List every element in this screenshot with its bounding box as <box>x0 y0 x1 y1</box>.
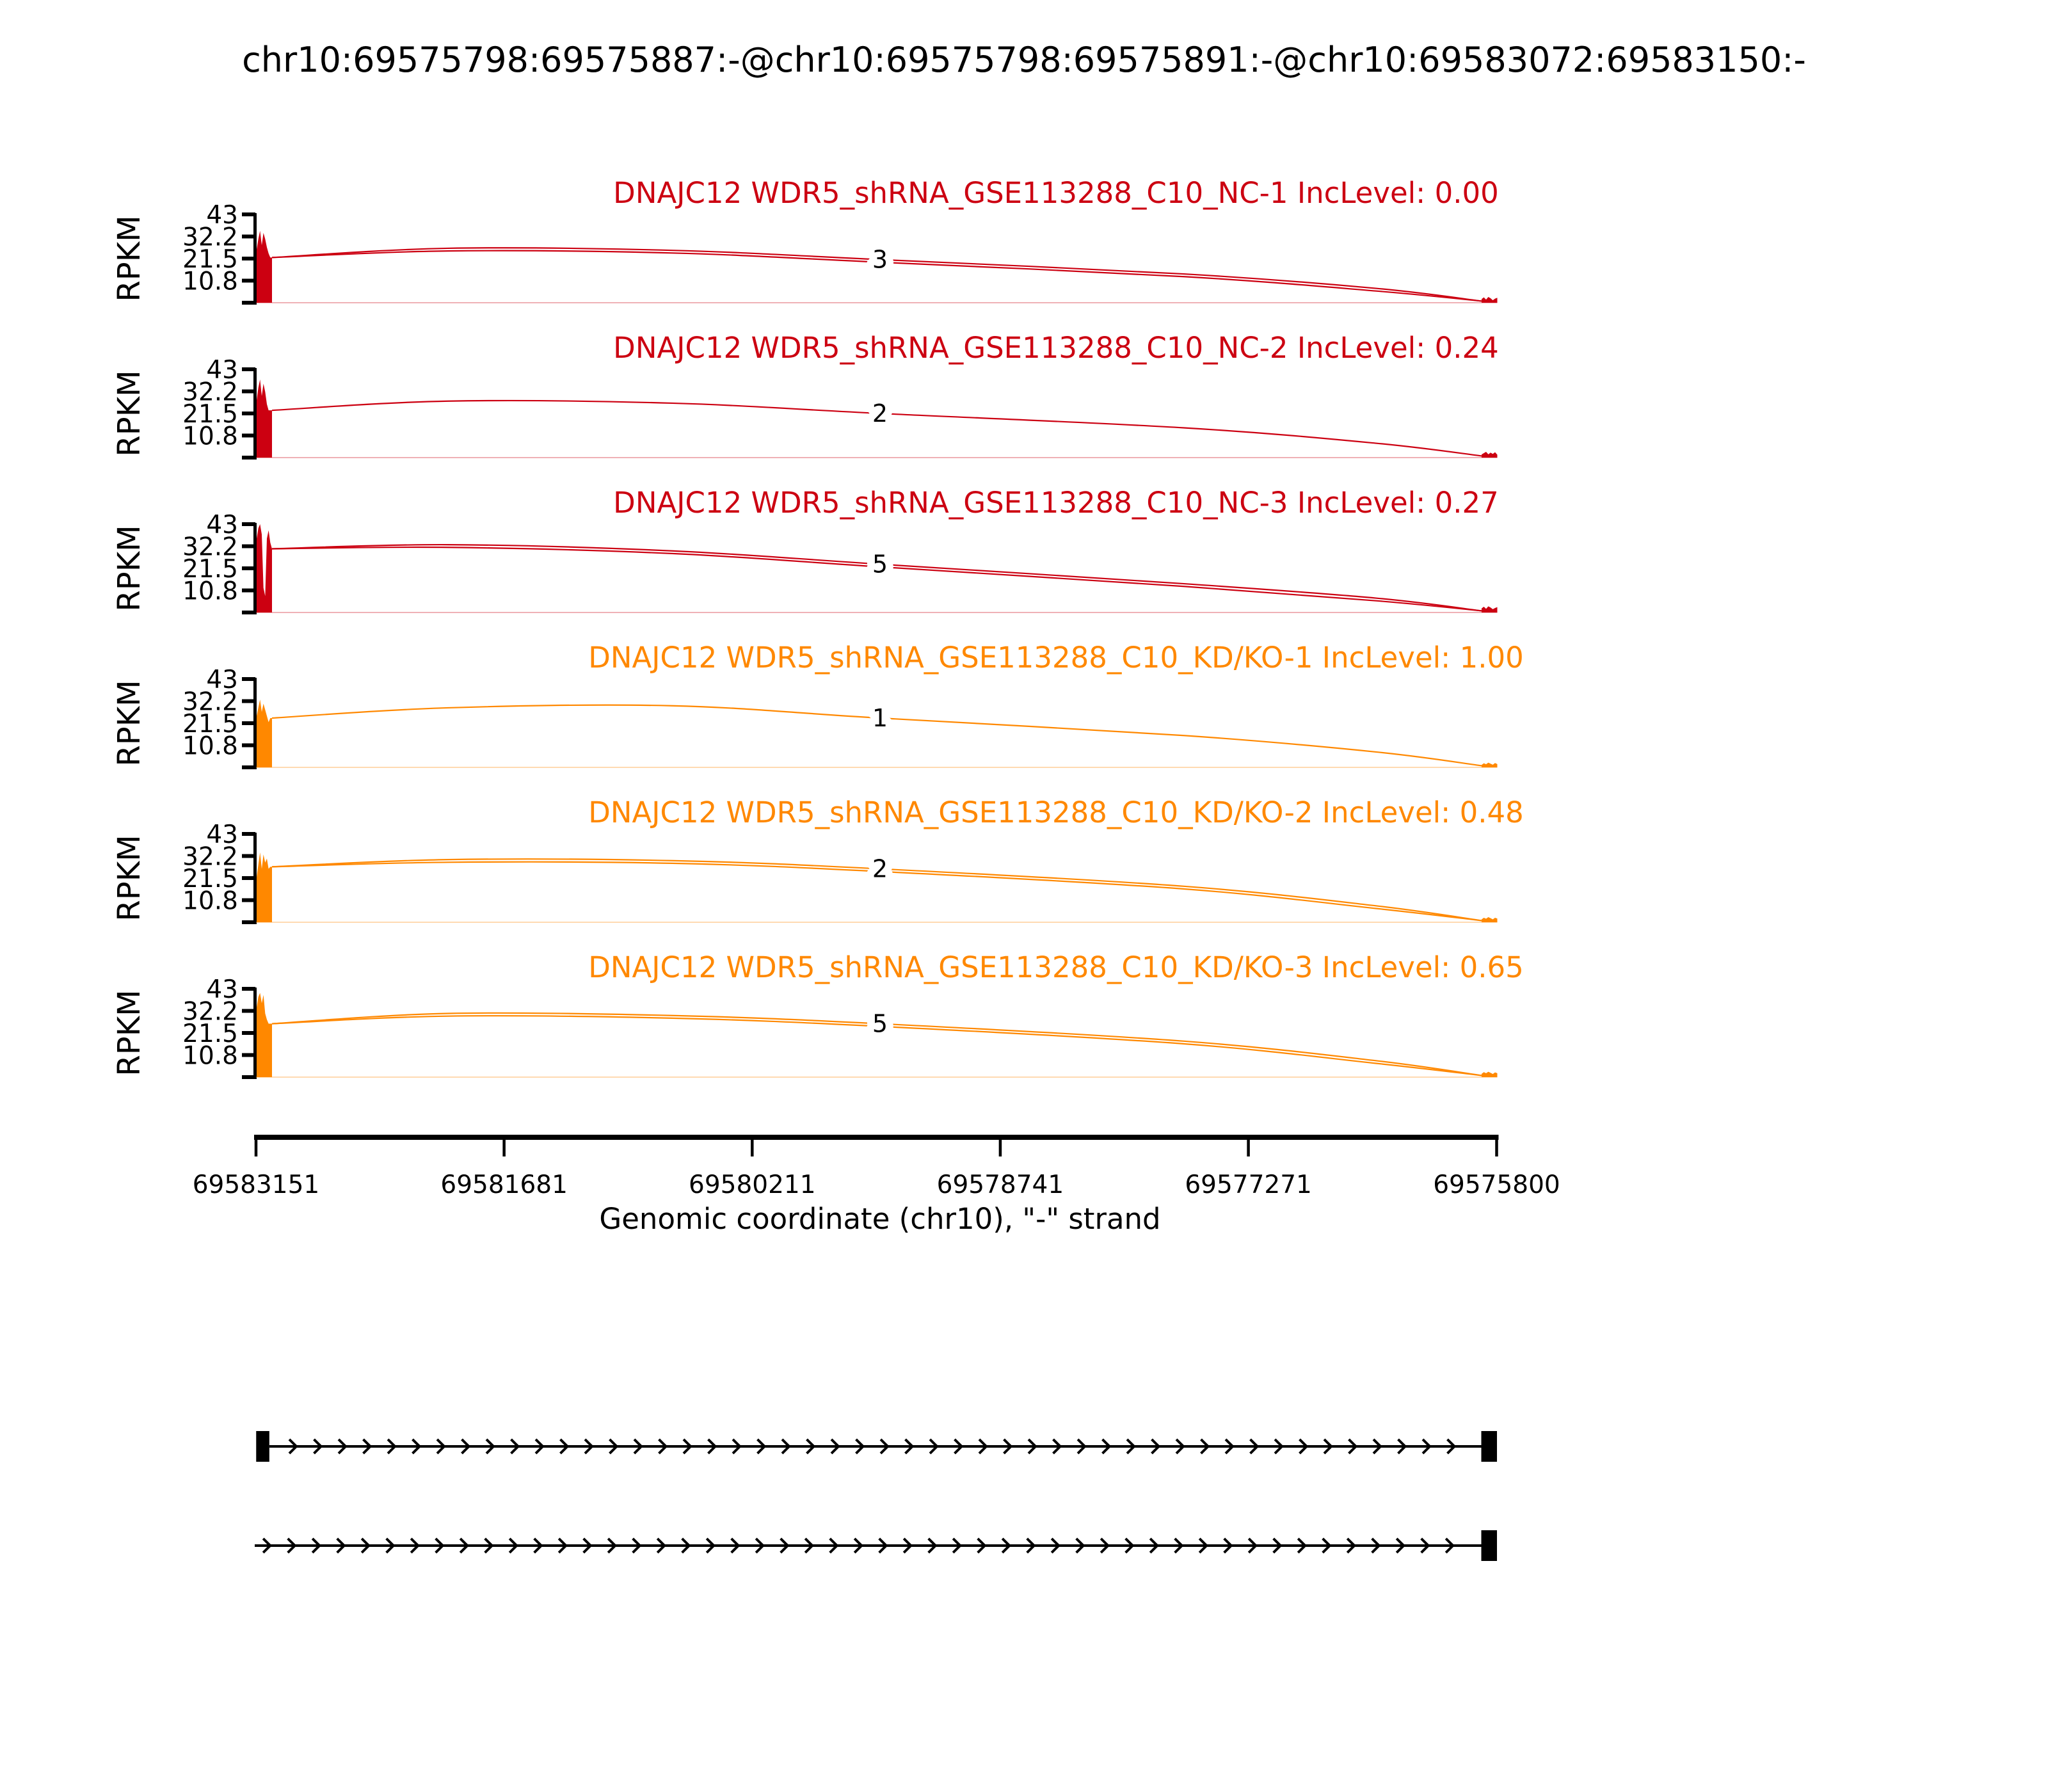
y-tick-label: 32.2 <box>182 998 238 1027</box>
y-tick-label: 32.2 <box>182 533 238 562</box>
y-tick-label: 43 <box>206 201 238 230</box>
y-tick-label: 10.8 <box>182 268 238 296</box>
track-1: DNAJC12 WDR5_shRNA_GSE113288_C10_NC-1 In… <box>111 176 1499 305</box>
coverage-peak-left <box>257 230 272 303</box>
exon-box <box>1481 1431 1498 1462</box>
track-title: DNAJC12 WDR5_shRNA_GSE113288_C10_NC-1 In… <box>613 176 1499 210</box>
y-tick-label: 43 <box>206 356 238 385</box>
y-tick-label: 21.5 <box>182 865 238 893</box>
junction-arc-secondary <box>271 1015 1482 1076</box>
y-tick-label: 21.5 <box>182 1020 238 1048</box>
y-tick-label: 32.2 <box>182 378 238 407</box>
coverage-peak-right <box>1482 762 1498 767</box>
coverage-peak-left <box>257 993 272 1077</box>
coverage-peak-left <box>257 524 272 612</box>
track-5: DNAJC12 WDR5_shRNA_GSE113288_C10_KD/KO-2… <box>111 796 1524 924</box>
transcript-1 <box>256 1431 1498 1462</box>
junction-count-label: 5 <box>872 550 888 579</box>
y-tick-label: 21.5 <box>182 400 238 429</box>
coverage-peak-left <box>257 700 272 767</box>
exon-box <box>1481 1530 1498 1561</box>
coverage-peak-left <box>257 852 272 922</box>
coverage-peak-right <box>1482 297 1498 303</box>
coverage-peak-right <box>1482 1071 1498 1077</box>
y-tick-label: 32.2 <box>182 223 238 252</box>
coverage-peak-left <box>257 380 272 458</box>
y-axis-title: RPKM <box>111 680 147 766</box>
junction-count-label: 5 <box>872 1010 888 1038</box>
coverage-peak-right <box>1482 452 1498 458</box>
coverage-peak-right <box>1482 606 1498 612</box>
event-coordinates-title: chr10:69575798:69575887:-@chr10:69575798… <box>242 40 1806 80</box>
x-tick-label: 69580211 <box>689 1171 816 1199</box>
track-title: DNAJC12 WDR5_shRNA_GSE113288_C10_KD/KO-3… <box>588 950 1524 984</box>
track-3: DNAJC12 WDR5_shRNA_GSE113288_C10_NC-3 In… <box>111 486 1499 614</box>
x-tick-label: 69575800 <box>1433 1171 1560 1199</box>
junction-count-label: 3 <box>872 246 888 274</box>
junction-arc <box>271 399 1482 457</box>
y-axis-title: RPKM <box>111 525 147 611</box>
coverage-peak-right <box>1482 916 1498 922</box>
x-tick-label: 69577271 <box>1185 1171 1312 1199</box>
y-tick-label: 43 <box>206 975 238 1004</box>
y-axis-title: RPKM <box>111 215 147 301</box>
y-tick-label: 10.8 <box>182 1042 238 1071</box>
y-tick-label: 32.2 <box>182 688 238 717</box>
y-tick-label: 10.8 <box>182 422 238 451</box>
track-4: DNAJC12 WDR5_shRNA_GSE113288_C10_KD/KO-1… <box>111 641 1524 769</box>
y-tick-label: 43 <box>206 511 238 540</box>
junction-count-label: 2 <box>872 855 888 883</box>
junction-arc-secondary <box>271 250 1482 302</box>
y-tick-label: 10.8 <box>182 887 238 916</box>
y-tick-label: 10.8 <box>182 732 238 761</box>
junction-arc <box>271 543 1482 612</box>
junction-arc <box>271 858 1482 922</box>
y-tick-label: 21.5 <box>182 555 238 584</box>
y-axis-title: RPKM <box>111 989 147 1076</box>
y-tick-label: 10.8 <box>182 577 238 606</box>
x-tick-label: 69581681 <box>440 1171 568 1199</box>
x-axis-label: Genomic coordinate (chr10), "-" strand <box>599 1202 1161 1236</box>
y-tick-label: 21.5 <box>182 710 238 739</box>
transcript-2 <box>255 1530 1498 1561</box>
junction-arc-secondary <box>271 861 1482 922</box>
junction-count-label: 2 <box>872 399 888 428</box>
x-axis: 69583151 69581681 69580211 69578741 69577271… <box>193 1135 1560 1199</box>
track-2: DNAJC12 WDR5_shRNA_GSE113288_C10_NC-2 In… <box>111 331 1499 460</box>
strand-direction-chevrons <box>288 1438 1457 1455</box>
track-title: DNAJC12 WDR5_shRNA_GSE113288_C10_NC-2 In… <box>613 331 1499 365</box>
junction-count-label: 1 <box>872 704 888 732</box>
exon-box <box>256 1431 269 1462</box>
y-tick-label: 43 <box>206 820 238 849</box>
strand-direction-chevrons <box>262 1537 1455 1554</box>
y-axis-title: RPKM <box>111 835 147 921</box>
y-axis-title: RPKM <box>111 370 147 456</box>
junction-arc-secondary <box>271 546 1482 612</box>
junction-arc <box>271 247 1482 302</box>
track-title: DNAJC12 WDR5_shRNA_GSE113288_C10_NC-3 In… <box>613 486 1499 520</box>
y-tick-label: 32.2 <box>182 843 238 872</box>
track-title: DNAJC12 WDR5_shRNA_GSE113288_C10_KD/KO-2… <box>588 796 1524 829</box>
junction-arc <box>271 704 1482 767</box>
junction-arc <box>271 1012 1482 1076</box>
x-tick-label: 69583151 <box>193 1171 320 1199</box>
x-tick-label: 69578741 <box>937 1171 1064 1199</box>
y-tick-label: 43 <box>206 666 238 694</box>
track-title: DNAJC12 WDR5_shRNA_GSE113288_C10_KD/KO-1… <box>588 641 1524 675</box>
track-6: DNAJC12 WDR5_shRNA_GSE113288_C10_KD/KO-3… <box>111 950 1524 1079</box>
y-tick-label: 21.5 <box>182 245 238 274</box>
